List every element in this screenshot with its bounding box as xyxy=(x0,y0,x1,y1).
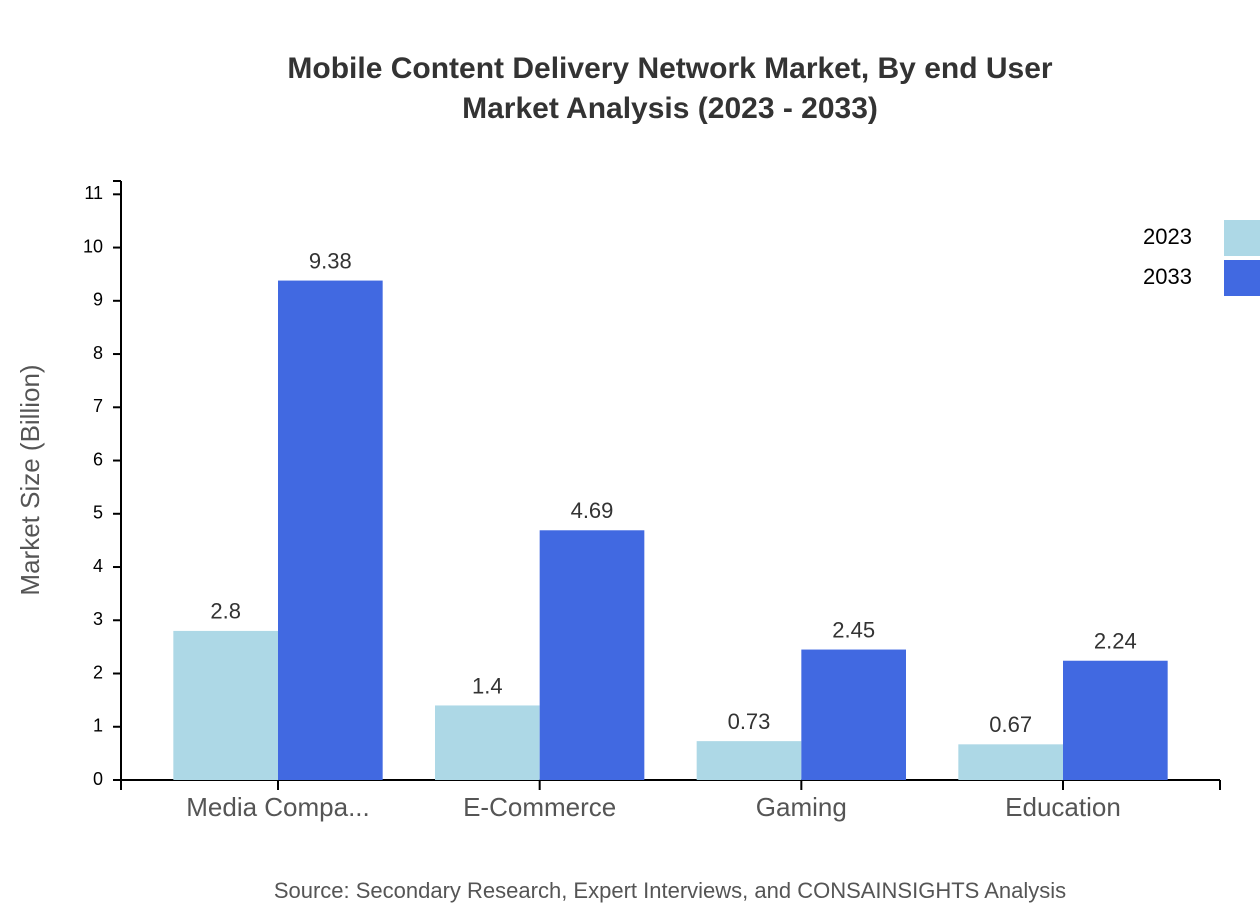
value-label: 2.45 xyxy=(832,617,875,642)
bar xyxy=(958,744,1063,780)
y-tick-label: 5 xyxy=(93,503,103,523)
legend-swatch xyxy=(1224,220,1260,256)
x-tick-label: Education xyxy=(1005,792,1121,822)
y-tick-label: 0 xyxy=(93,769,103,789)
bar xyxy=(173,630,278,780)
x-tick-label: Media Compa... xyxy=(186,792,370,822)
value-label: 1.4 xyxy=(472,673,503,698)
y-tick-label: 3 xyxy=(93,609,103,629)
bar xyxy=(435,705,540,780)
value-label: 0.67 xyxy=(989,712,1032,737)
y-tick-label: 8 xyxy=(93,343,103,363)
y-tick-label: 1 xyxy=(93,716,103,736)
bar xyxy=(1063,660,1168,780)
legend-swatch xyxy=(1224,260,1260,296)
x-tick-label: E-Commerce xyxy=(463,792,616,822)
bar xyxy=(278,280,383,780)
legend-label: 2023 xyxy=(1143,224,1192,249)
y-tick-label: 9 xyxy=(93,290,103,310)
y-tick-label: 7 xyxy=(93,396,103,416)
bar xyxy=(539,530,645,780)
bar xyxy=(801,649,906,780)
x-tick-label: Gaming xyxy=(756,792,847,822)
bar xyxy=(696,741,802,780)
value-label: 9.38 xyxy=(309,248,352,273)
chart-title: Market Analysis (2023 - 2033) xyxy=(462,92,878,125)
y-tick-label: 11 xyxy=(84,183,103,203)
source-note: Source: Secondary Research, Expert Inter… xyxy=(274,878,1066,903)
value-label: 4.69 xyxy=(571,498,614,523)
value-label: 0.73 xyxy=(728,709,771,734)
y-tick-label: 10 xyxy=(83,236,103,256)
y-tick-label: 4 xyxy=(93,556,103,576)
y-tick-label: 6 xyxy=(93,449,103,469)
value-label: 2.24 xyxy=(1094,629,1137,654)
y-axis-label: Market Size (Billion) xyxy=(15,364,45,595)
legend-label: 2033 xyxy=(1143,264,1192,289)
value-label: 2.8 xyxy=(210,599,241,624)
chart-title: Mobile Content Delivery Network Market, … xyxy=(287,52,1053,85)
y-tick-label: 2 xyxy=(93,662,103,682)
